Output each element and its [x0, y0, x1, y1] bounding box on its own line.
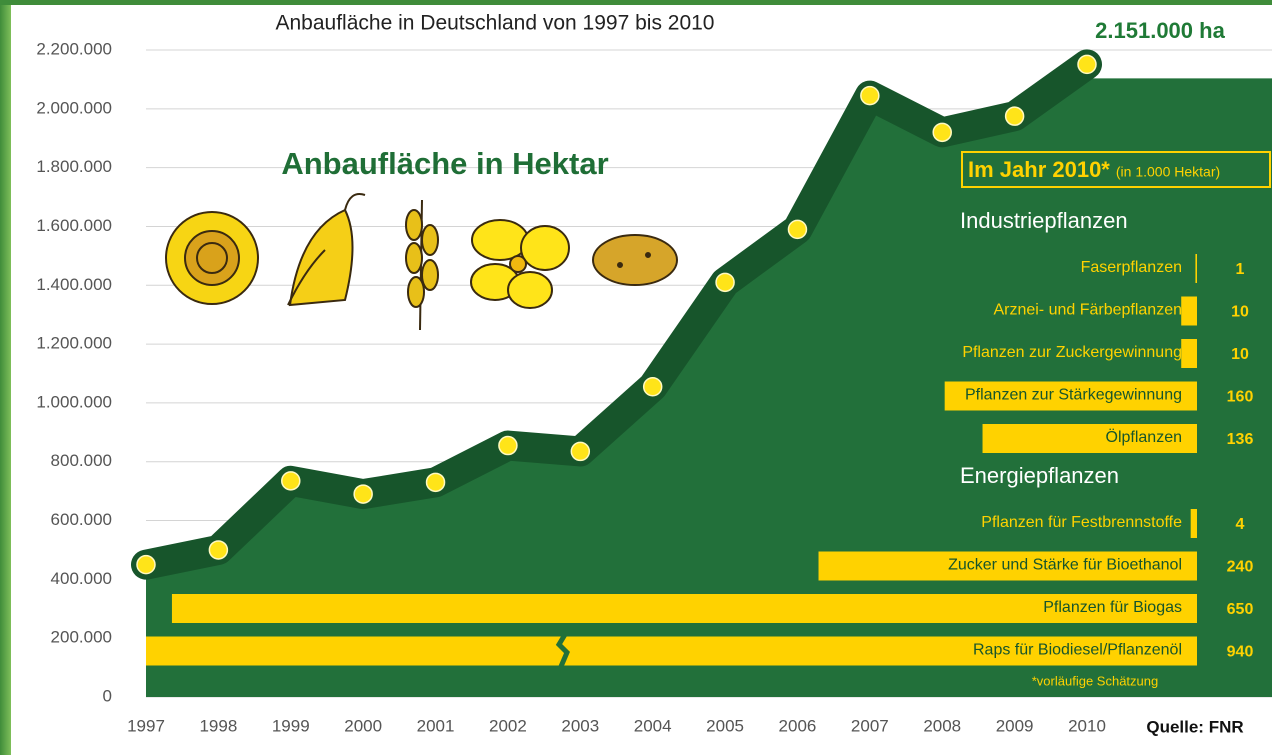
point — [1006, 107, 1024, 125]
x-tick-label: 2001 — [417, 716, 455, 735]
bar-label: Pflanzen für Festbrennstoffe — [981, 514, 1182, 531]
bar-label: Ölpflanzen — [1106, 428, 1183, 446]
y-tick-label: 2.200.000 — [36, 39, 112, 58]
x-tick-label: 1997 — [127, 716, 165, 735]
y-tick-label: 1.200.000 — [36, 334, 112, 353]
value-label: 940 — [1227, 644, 1254, 661]
value-label: 10 — [1231, 346, 1249, 363]
group-heading: Industriepflanzen — [960, 208, 1128, 233]
bar — [1181, 297, 1197, 326]
x-tick-label: 2006 — [779, 716, 817, 735]
value-label: 650 — [1227, 601, 1254, 618]
point — [571, 442, 589, 460]
y-tick-label: 200.000 — [51, 628, 112, 647]
bar-label: Arznei- und Färbepflanzen — [993, 302, 1182, 319]
x-tick-label: 2000 — [344, 716, 382, 735]
point — [644, 378, 662, 396]
point — [209, 541, 227, 559]
chart: 0 200.000 400.000 600.000 800.000 1.000.000 1.… — [0, 0, 1272, 755]
y-tick-label: 1.000.000 — [36, 392, 112, 411]
footnote: *vorläufige Schätzung — [1032, 673, 1158, 688]
x-tick-label: 1998 — [199, 716, 237, 735]
bar-label: Pflanzen für Biogas — [1043, 599, 1182, 616]
panel-title: Im Jahr 2010* — [968, 157, 1110, 182]
source: Quelle: FNR — [1146, 717, 1243, 736]
value-label: 10 — [1231, 304, 1249, 321]
point — [788, 220, 806, 238]
bar-label: Raps für Biodiesel/Pflanzenöl — [973, 642, 1182, 659]
x-tick-label: 2009 — [996, 716, 1034, 735]
bar-label: Zucker und Stärke für Bioethanol — [948, 557, 1182, 574]
x-tick-label: 2008 — [923, 716, 961, 735]
value-label: 160 — [1227, 389, 1254, 406]
y-tick-label: 800.000 — [51, 451, 112, 470]
point — [861, 87, 879, 105]
bar-label: Pflanzen zur Zuckergewinnung — [962, 344, 1182, 361]
page: {"chart_data": [ {"type": "area", "title… — [0, 0, 1272, 755]
chart-title: Anbaufläche in Deutschland von 1997 bis … — [276, 12, 715, 35]
value-label: 240 — [1227, 559, 1254, 576]
point — [354, 485, 372, 503]
y-tick-label: 1.600.000 — [36, 216, 112, 235]
x-tick-label: 2005 — [706, 716, 744, 735]
x-tick-label: 2003 — [561, 716, 599, 735]
potato-icon — [593, 235, 677, 285]
x-tick-label: 2004 — [634, 716, 672, 735]
y-tick-label: 2.000.000 — [36, 98, 112, 117]
bar — [1195, 254, 1197, 283]
panel-subtitle: (in 1.000 Hektar) — [1116, 164, 1220, 180]
y-tick-label: 1.800.000 — [36, 157, 112, 176]
value-label: 4 — [1236, 516, 1245, 533]
point — [499, 437, 517, 455]
value-label: 136 — [1227, 431, 1254, 448]
x-tick-label: 2007 — [851, 716, 889, 735]
x-tick-label: 2002 — [489, 716, 527, 735]
bar-label: Faserpflanzen — [1081, 259, 1182, 276]
top-border — [0, 0, 1272, 5]
bar — [1181, 339, 1197, 368]
bar — [1191, 509, 1197, 538]
y-tick-label: 600.000 — [51, 510, 112, 529]
x-tick-label: 2010 — [1068, 716, 1106, 735]
value-label: 1 — [1236, 261, 1245, 278]
bar-label: Pflanzen zur Stärkegewinnung — [965, 387, 1182, 404]
point — [933, 123, 951, 141]
point — [716, 273, 734, 291]
left-border — [0, 0, 11, 755]
y-tick-label: 400.000 — [51, 569, 112, 588]
group-heading: Energiepflanzen — [960, 463, 1119, 488]
point — [137, 556, 155, 574]
total-label: 2.151.000 ha — [1095, 18, 1225, 43]
y-tick-label: 1.400.000 — [36, 275, 112, 294]
point — [282, 472, 300, 490]
point — [427, 473, 445, 491]
y-tick-label: 0 — [103, 686, 112, 705]
annotation: Anbaufläche in Hektar — [281, 146, 608, 181]
point — [1078, 55, 1096, 73]
x-tick-label: 1999 — [272, 716, 310, 735]
sunflower-icon — [166, 212, 258, 304]
